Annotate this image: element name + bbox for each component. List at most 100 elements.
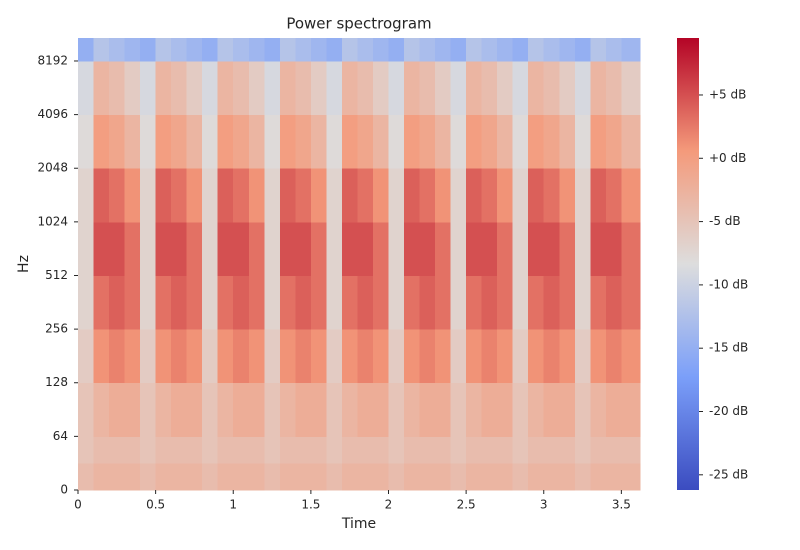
cell — [404, 60, 421, 116]
cell — [124, 275, 141, 330]
y-tick-label: 0 — [60, 483, 68, 497]
cell — [528, 329, 545, 384]
cell — [140, 38, 157, 62]
cell — [341, 221, 358, 276]
cell — [574, 436, 591, 464]
cell — [140, 275, 157, 330]
cell — [559, 38, 576, 62]
cell — [357, 38, 374, 62]
cell — [357, 436, 374, 464]
cell — [497, 168, 514, 223]
cell — [202, 221, 219, 276]
cell — [372, 329, 389, 384]
cell — [388, 463, 405, 491]
cell — [279, 382, 296, 437]
cell — [217, 168, 234, 223]
y-axis-label: Hz — [16, 255, 32, 273]
cell — [155, 275, 172, 330]
cell — [621, 168, 641, 223]
cell — [404, 436, 421, 464]
cell — [512, 38, 529, 62]
cell — [605, 382, 622, 437]
cell — [543, 114, 560, 169]
cell — [279, 463, 296, 491]
cell — [78, 114, 95, 169]
cell — [248, 329, 265, 384]
cell — [217, 221, 234, 276]
cell — [217, 436, 234, 464]
cell — [419, 114, 436, 169]
cell — [202, 382, 219, 437]
cell — [310, 168, 327, 223]
cell — [543, 329, 560, 384]
cell — [186, 275, 203, 330]
cell — [264, 436, 281, 464]
cell — [605, 114, 622, 169]
cell — [404, 382, 421, 437]
cell — [93, 436, 110, 464]
cell — [217, 463, 234, 491]
cell — [264, 221, 281, 276]
cell — [78, 168, 95, 223]
cell — [155, 221, 172, 276]
cell — [497, 221, 514, 276]
cell — [109, 436, 126, 464]
cell — [248, 436, 265, 464]
cell — [155, 114, 172, 169]
cell — [155, 168, 172, 223]
cell — [341, 168, 358, 223]
cell — [202, 60, 219, 116]
cell — [341, 382, 358, 437]
cell — [326, 168, 343, 223]
cell — [140, 114, 157, 169]
cell — [357, 114, 374, 169]
cell — [466, 60, 483, 116]
cell — [78, 382, 95, 437]
cell — [124, 38, 141, 62]
cell — [326, 275, 343, 330]
cell — [295, 168, 312, 223]
cell — [621, 221, 641, 276]
cell — [279, 114, 296, 169]
cell — [310, 275, 327, 330]
colorbar-tick-label: +5 dB — [709, 87, 746, 101]
cell — [497, 275, 514, 330]
cell — [155, 436, 172, 464]
cell — [574, 382, 591, 437]
cell — [93, 114, 110, 169]
cell — [233, 60, 250, 116]
colorbar-tick-label: -15 dB — [709, 341, 748, 355]
cell — [279, 275, 296, 330]
cell — [171, 463, 188, 491]
cell — [233, 38, 250, 62]
cell — [481, 168, 498, 223]
cell — [155, 463, 172, 491]
cell — [264, 60, 281, 116]
cell — [512, 114, 529, 169]
cell — [435, 382, 452, 437]
cell — [574, 168, 591, 223]
cell — [450, 60, 467, 116]
y-tick-label: 64 — [53, 429, 68, 443]
cell — [497, 60, 514, 116]
cell — [497, 382, 514, 437]
cell — [388, 114, 405, 169]
cell — [109, 329, 126, 384]
cell — [295, 329, 312, 384]
cell — [124, 60, 141, 116]
cell — [326, 221, 343, 276]
cell — [466, 382, 483, 437]
x-tick-label: 3.5 — [612, 498, 631, 512]
cell — [140, 168, 157, 223]
cell — [372, 221, 389, 276]
y-tick-label: 4096 — [37, 107, 68, 121]
cell — [186, 221, 203, 276]
cell — [512, 463, 529, 491]
cell — [248, 168, 265, 223]
cell — [605, 436, 622, 464]
cell — [326, 60, 343, 116]
cell — [512, 168, 529, 223]
cell — [388, 275, 405, 330]
cell — [93, 60, 110, 116]
